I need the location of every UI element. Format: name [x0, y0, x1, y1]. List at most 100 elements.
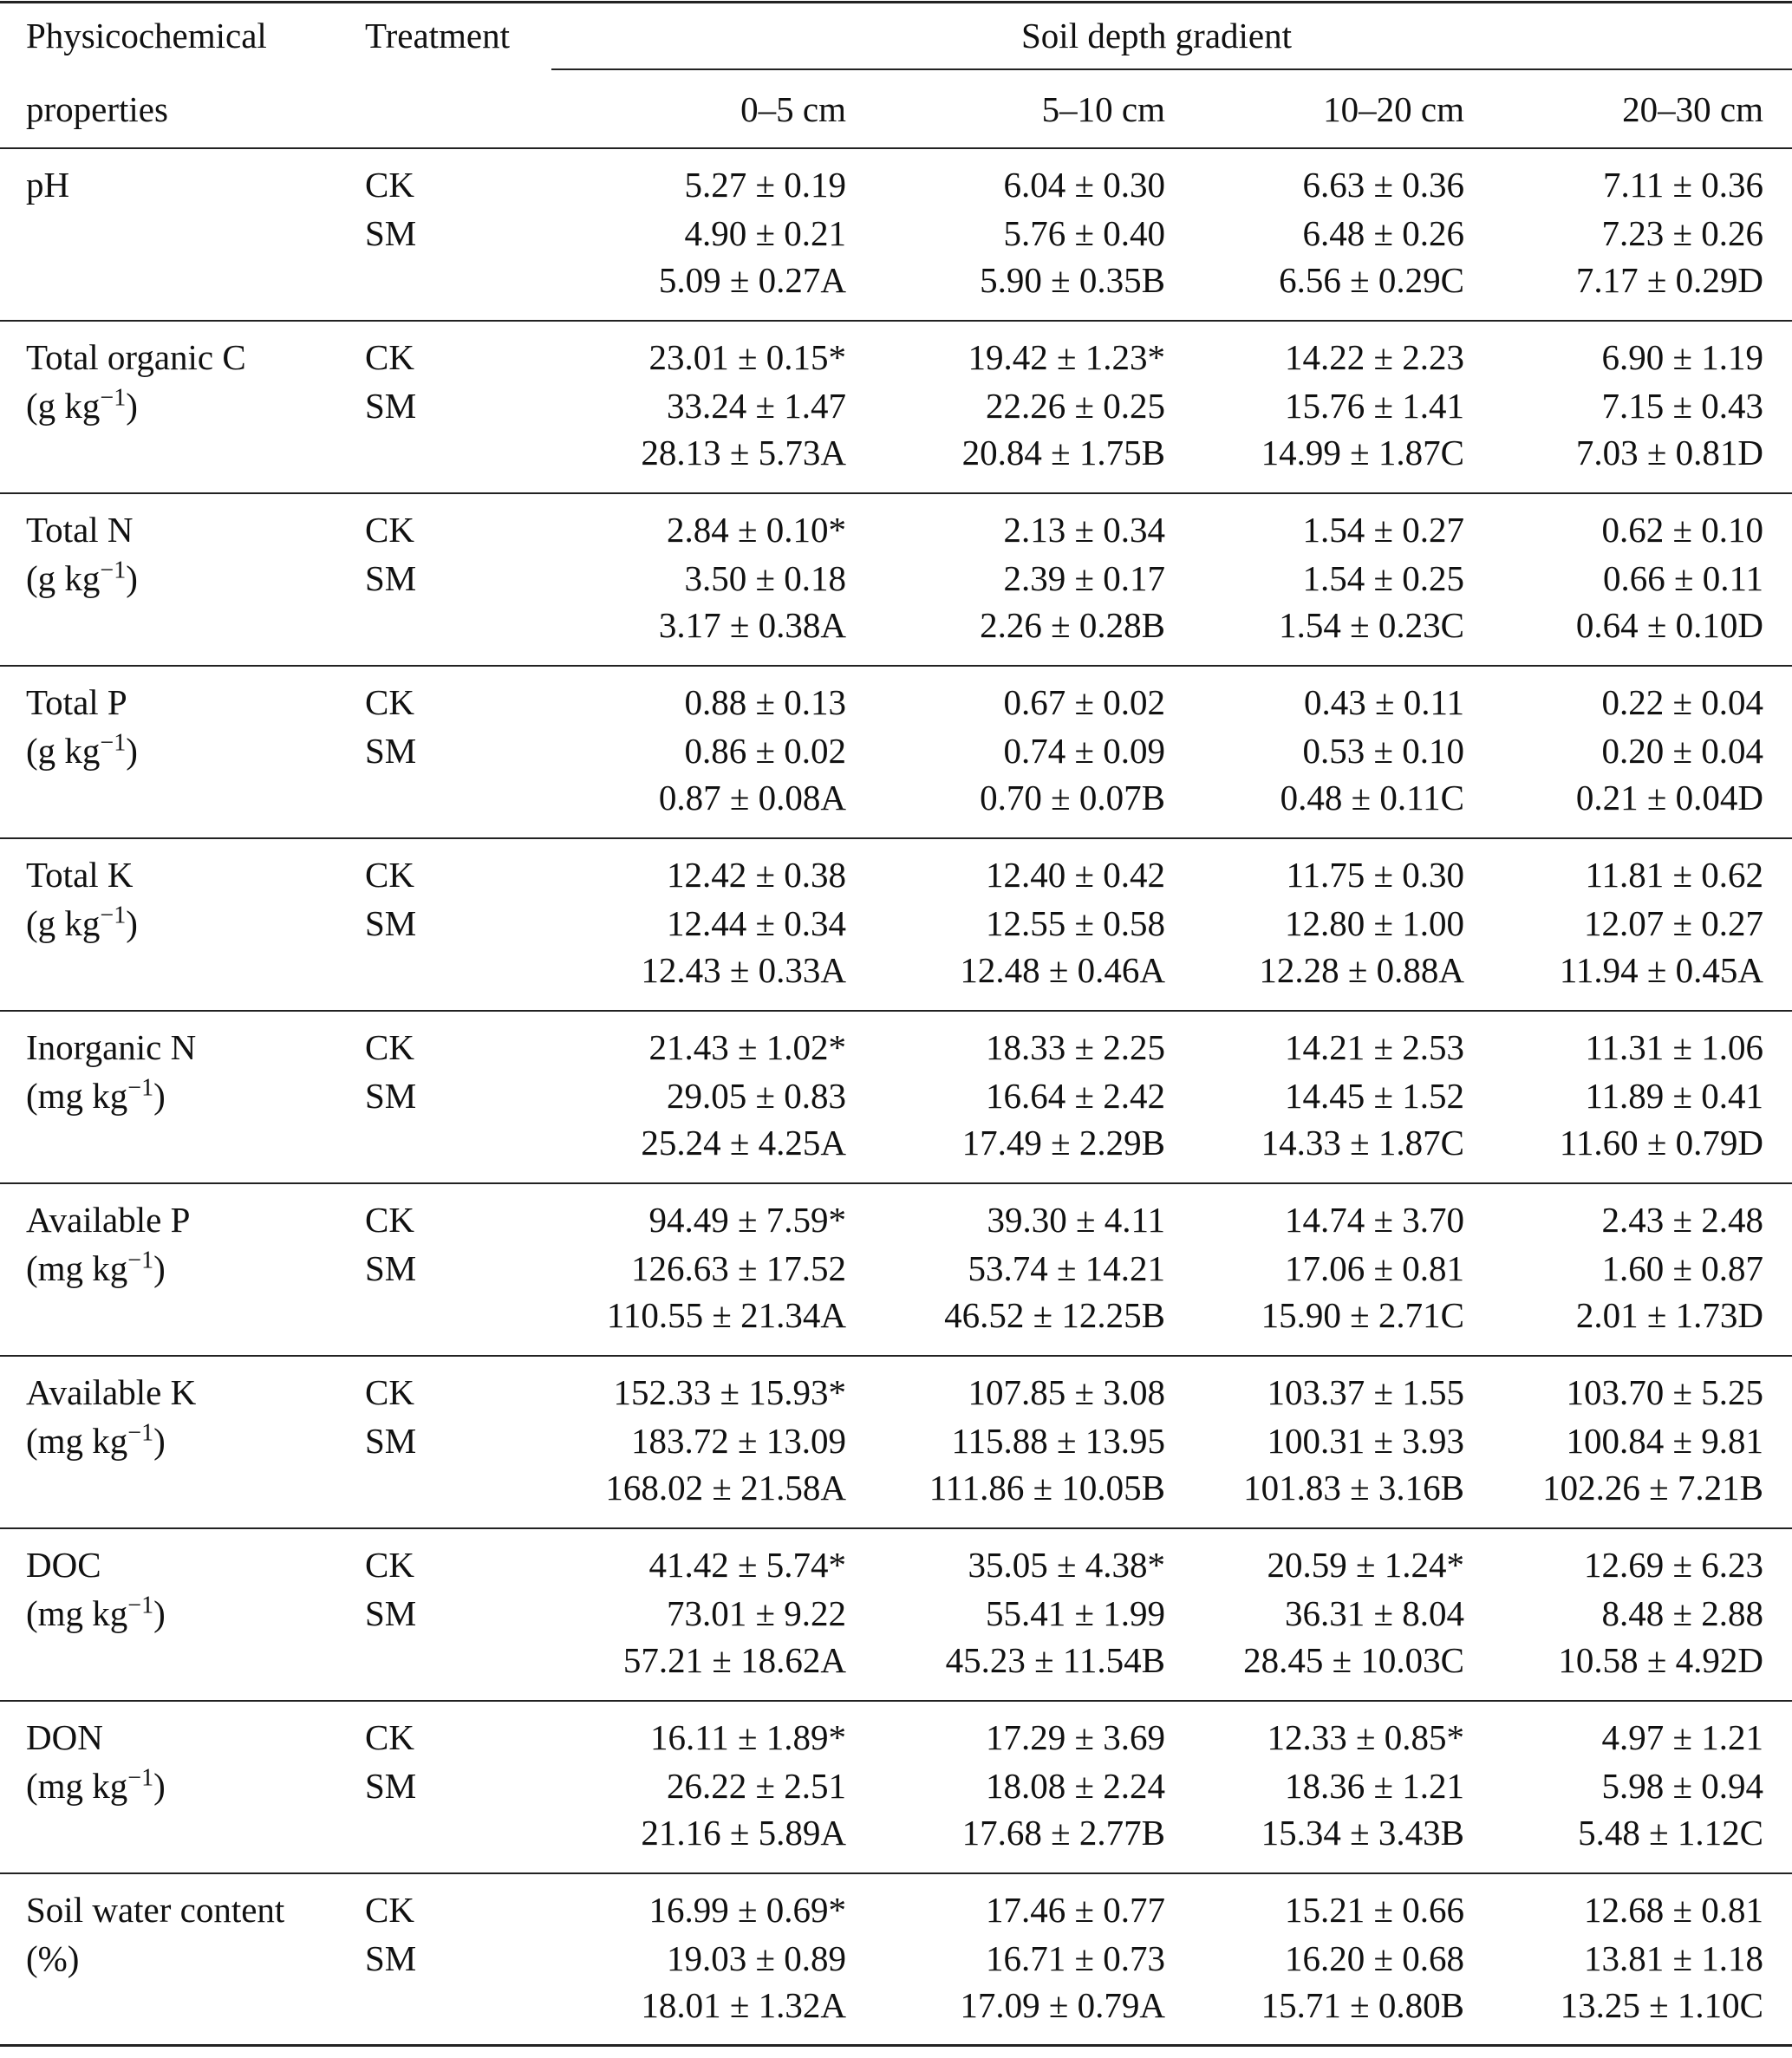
value-ck: 14.22 ± 2.23: [1284, 337, 1464, 377]
value-mean: 102.26 ± 7.21B: [1542, 1468, 1763, 1508]
value-sm: 4.90 ± 0.21: [684, 213, 846, 253]
unit-base: (g kg: [26, 903, 101, 943]
property-name: Total K: [26, 855, 134, 895]
value-ck: 5.27 ± 0.19: [684, 165, 846, 205]
value-mean: 0.48 ± 0.11C: [1280, 778, 1464, 817]
unit-exponent: −1: [127, 1074, 154, 1102]
value-ck: 12.69 ± 6.23: [1583, 1545, 1763, 1585]
unit-base: (mg kg: [26, 1593, 128, 1633]
value-sm: 29.05 ± 0.83: [666, 1076, 846, 1116]
property-group: Total N (g kg−1) CK SM 2.84 ± 0.10* 2.13 ± 0.…: [0, 494, 1792, 667]
value-sm: 2.39 ± 0.17: [1003, 558, 1165, 598]
header-depth-10-20: 10–20 cm: [1323, 89, 1464, 129]
unit-close-paren: ): [153, 1421, 166, 1461]
value-ck: 14.21 ± 2.53: [1284, 1027, 1464, 1067]
unit-exponent: −1: [127, 1419, 154, 1447]
property-group: DON (mg kg−1) CK SM 16.11 ± 1.89* 17.29 ± 3.6…: [0, 1702, 1792, 1874]
value-sm: 36.31 ± 8.04: [1284, 1593, 1464, 1633]
value-mean: 0.70 ± 0.07B: [980, 778, 1165, 817]
value-sm: 18.36 ± 1.21: [1284, 1766, 1464, 1806]
value-mean: 5.48 ± 1.12C: [1578, 1813, 1763, 1853]
value-ck: 0.88 ± 0.13: [684, 682, 846, 722]
value-mean: 57.21 ± 18.62A: [622, 1640, 846, 1680]
value-sm: 5.76 ± 0.40: [1003, 213, 1165, 253]
unit-base: (mg kg: [26, 1248, 128, 1288]
unit-base: (g kg: [26, 558, 101, 598]
value-mean: 17.09 ± 0.79A: [960, 1985, 1165, 2025]
treatment-ck: CK: [365, 855, 414, 895]
value-mean: 2.26 ± 0.28B: [980, 605, 1165, 645]
value-sm: 14.45 ± 1.52: [1284, 1076, 1464, 1116]
unit-base: (g kg: [26, 386, 101, 426]
value-ck: 12.68 ± 0.81: [1583, 1890, 1763, 1930]
value-ck: 103.70 ± 5.25: [1566, 1372, 1763, 1412]
value-mean: 28.13 ± 5.73A: [641, 433, 846, 472]
value-sm: 126.63 ± 17.52: [630, 1248, 846, 1288]
unit-exponent: −1: [100, 902, 127, 929]
unit-close-paren: ): [153, 1248, 166, 1288]
value-ck: 19.42 ± 1.23*: [968, 337, 1165, 377]
value-mean: 111.86 ± 10.05B: [929, 1468, 1165, 1508]
value-mean: 3.17 ± 0.38A: [658, 605, 846, 645]
value-mean: 15.71 ± 0.80B: [1261, 1985, 1464, 2025]
value-ck: 6.63 ± 0.36: [1302, 165, 1464, 205]
value-mean: 0.21 ± 0.04D: [1575, 778, 1763, 817]
value-ck: 0.43 ± 0.11: [1304, 682, 1464, 722]
value-ck: 0.22 ± 0.04: [1601, 682, 1763, 722]
value-sm: 12.07 ± 0.27: [1583, 903, 1763, 943]
value-mean: 12.43 ± 0.33A: [641, 950, 846, 990]
value-ck: 12.40 ± 0.42: [985, 855, 1165, 895]
value-mean: 28.45 ± 10.03C: [1243, 1640, 1464, 1680]
property-unit: (mg kg−1): [26, 1589, 166, 1638]
treatment-ck: CK: [365, 1545, 414, 1585]
treatment-ck: CK: [365, 1027, 414, 1067]
treatment-ck: CK: [365, 510, 414, 550]
property-name: Available K: [26, 1372, 197, 1412]
value-ck: 152.33 ± 15.93*: [613, 1372, 846, 1412]
value-ck: 94.49 ± 7.59*: [648, 1200, 846, 1240]
spanner-rule: [551, 68, 1792, 70]
treatment-ck: CK: [365, 1717, 414, 1757]
value-sm: 0.86 ± 0.02: [684, 731, 846, 771]
property-unit: (mg kg−1): [26, 1417, 166, 1465]
value-mean: 7.17 ± 0.29D: [1575, 260, 1763, 300]
header-physicochemical: Physicochemical: [26, 16, 267, 55]
unit-exponent: −1: [100, 729, 127, 757]
value-mean: 1.54 ± 0.23C: [1279, 605, 1464, 645]
header-depth-0-5: 0–5 cm: [740, 89, 846, 129]
value-mean: 12.28 ± 0.88A: [1259, 950, 1464, 990]
treatment-sm: SM: [365, 386, 417, 426]
value-sm: 16.64 ± 2.42: [985, 1076, 1165, 1116]
property-name: Available P: [26, 1200, 191, 1240]
treatment-ck: CK: [365, 337, 414, 377]
treatment-sm: SM: [365, 1938, 417, 1978]
unit-exponent: −1: [100, 557, 127, 584]
value-mean: 17.68 ± 2.77B: [961, 1813, 1165, 1853]
value-sm: 11.89 ± 0.41: [1585, 1076, 1763, 1116]
value-mean: 110.55 ± 21.34A: [606, 1295, 846, 1335]
treatment-sm: SM: [365, 1421, 417, 1461]
unit-close-paren: ): [126, 386, 138, 426]
treatment-sm: SM: [365, 1766, 417, 1806]
value-mean: 17.49 ± 2.29B: [961, 1123, 1165, 1163]
value-ck: 11.81 ± 0.62: [1585, 855, 1763, 895]
value-sm: 16.20 ± 0.68: [1284, 1938, 1464, 1978]
property-name: Total P: [26, 682, 127, 722]
value-sm: 0.20 ± 0.04: [1601, 731, 1763, 771]
value-mean: 46.52 ± 12.25B: [944, 1295, 1165, 1335]
value-ck: 35.05 ± 4.38*: [968, 1545, 1165, 1585]
value-ck: 2.84 ± 0.10*: [666, 510, 846, 550]
value-ck: 23.01 ± 0.15*: [648, 337, 846, 377]
unit-base: (mg kg: [26, 1076, 128, 1116]
property-unit: (mg kg−1): [26, 1071, 166, 1120]
value-sm: 16.71 ± 0.73: [985, 1938, 1165, 1978]
value-mean: 7.03 ± 0.81D: [1575, 433, 1763, 472]
unit-exponent: −1: [127, 1247, 154, 1274]
unit-base: (mg kg: [26, 1421, 128, 1461]
property-unit: (g kg−1): [26, 726, 138, 775]
treatment-ck: CK: [365, 682, 414, 722]
unit-base: (%): [26, 1938, 80, 1978]
treatment-sm: SM: [365, 1076, 417, 1116]
property-group: Total P (g kg−1) CK SM 0.88 ± 0.13 0.67 ± 0.0…: [0, 667, 1792, 839]
property-name: pH: [26, 165, 70, 205]
